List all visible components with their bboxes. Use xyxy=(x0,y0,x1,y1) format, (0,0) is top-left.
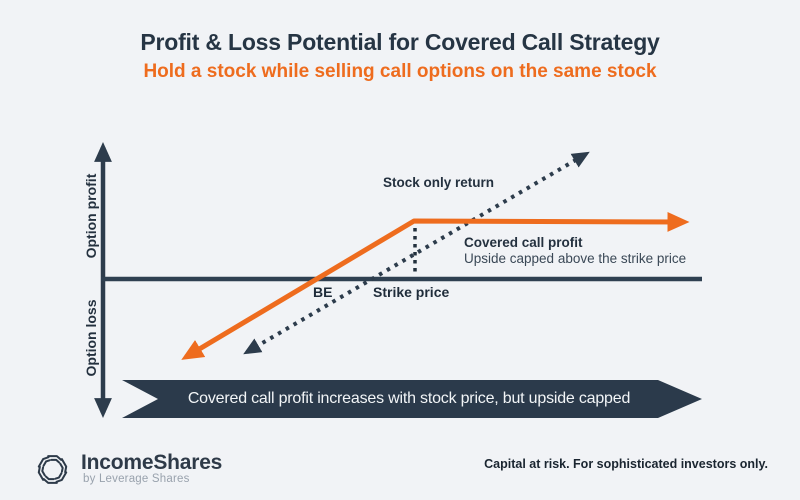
covered-call-profit-label: Covered call profit xyxy=(464,235,583,250)
summary-banner-shape xyxy=(122,380,702,418)
strike-price-label: Strike price xyxy=(373,284,450,300)
y-axis-label-loss: Option loss xyxy=(83,299,99,377)
page-title: Profit & Loss Potential for Covered Call… xyxy=(140,29,660,55)
page-subtitle: Hold a stock while selling call options … xyxy=(143,61,657,82)
y-axis-label-profit: Option profit xyxy=(83,173,99,259)
brand-name: IncomeShares xyxy=(81,451,223,474)
brand-tagline: by Leverage Shares xyxy=(83,473,190,485)
risk-disclaimer: Capital at risk. For sophisticated inves… xyxy=(484,457,768,471)
summary-banner-text: Covered call profit increases with stock… xyxy=(187,390,631,407)
covered-call-payoff-line xyxy=(181,212,690,360)
breakeven-label: BE xyxy=(313,284,333,300)
incomeshares-logo-icon xyxy=(37,455,68,484)
upside-capped-label: Upside capped above the strike price xyxy=(464,251,687,266)
stock-only-return-label: Stock only return xyxy=(383,175,495,190)
